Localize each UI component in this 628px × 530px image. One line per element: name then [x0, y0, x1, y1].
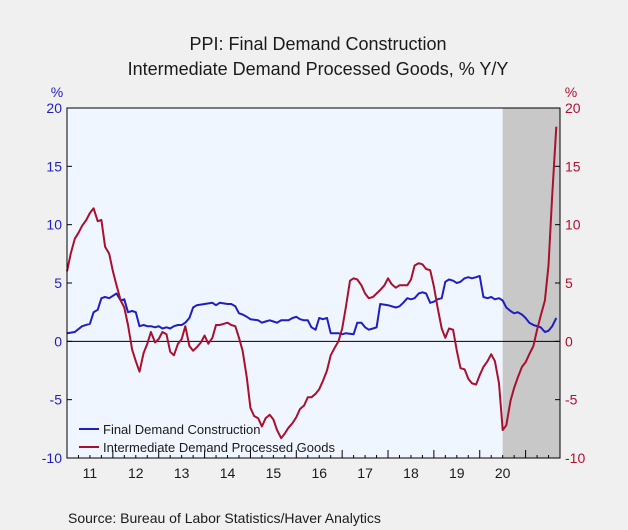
- y-tick-label-right: -10: [565, 450, 585, 466]
- x-tick-label: 20: [495, 465, 511, 481]
- legend-label-final-demand-construction: Final Demand Construction: [103, 422, 261, 437]
- right-axis-unit: %: [565, 84, 577, 100]
- series-lines: [66, 126, 558, 440]
- x-tick-label: 17: [357, 465, 373, 481]
- chart-subtitle: Intermediate Demand Processed Goods, % Y…: [128, 59, 509, 79]
- x-tick-label: 15: [266, 465, 282, 481]
- x-tick-label: 12: [128, 465, 144, 481]
- x-tick-label: 18: [403, 465, 419, 481]
- y-tick-label-left: 0: [54, 333, 62, 349]
- x-tick-label: 13: [174, 465, 190, 481]
- y-tick-label-left: -5: [50, 392, 63, 408]
- y-tick-label-right: -5: [565, 392, 578, 408]
- plot-area: [67, 108, 560, 458]
- y-axis-ticks: -10 -10 -5 -5 0 0 5 5 10 10 15 15 20 20: [42, 100, 586, 466]
- legend-label-intermediate-demand-processed-goods: Intermediate Demand Processed Goods: [103, 440, 335, 455]
- plot-frame: [66, 107, 561, 459]
- y-tick-label-left: 15: [46, 158, 62, 174]
- legend: Final Demand Construction Intermediate D…: [79, 422, 335, 455]
- chart-title: PPI: Final Demand Construction: [189, 34, 446, 54]
- y-tick-label-right: 20: [565, 100, 581, 116]
- recession-shading: [502, 108, 560, 458]
- y-tick-label-left: 20: [46, 100, 62, 116]
- y-tick-label-right: 10: [565, 217, 581, 233]
- source-note: Source: Bureau of Labor Statistics/Haver…: [68, 510, 381, 526]
- x-tick-label: 16: [311, 465, 327, 481]
- y-tick-label-left: 5: [54, 275, 62, 291]
- x-tick-label: 19: [449, 465, 465, 481]
- y-tick-label-right: 5: [565, 275, 573, 291]
- series-line-1: [66, 126, 558, 440]
- series-line-0: [66, 275, 558, 336]
- y-tick-label-left: -10: [42, 450, 62, 466]
- x-tick-label: 14: [220, 465, 236, 481]
- x-axis-ticks: 11 12 13 14 15 16 17 18 19 20: [77, 450, 550, 481]
- y-tick-label-right: 0: [565, 333, 573, 349]
- y-tick-label-left: 10: [46, 217, 62, 233]
- y-tick-label-right: 15: [565, 158, 581, 174]
- left-axis-unit: %: [51, 84, 63, 100]
- x-tick-label: 11: [83, 465, 98, 481]
